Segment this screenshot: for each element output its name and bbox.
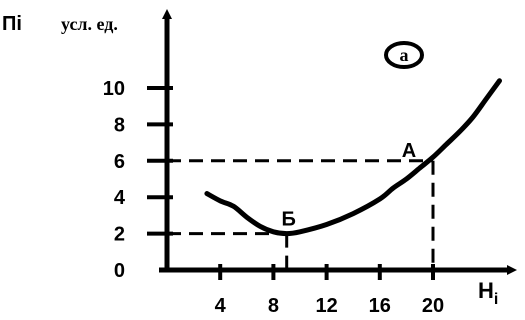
x-tick-label: 8 [268, 295, 279, 317]
y-axis-unit: усл. ед. [61, 14, 118, 34]
y-tick-label: 2 [114, 224, 125, 246]
point-label-a: А [402, 140, 416, 162]
x-tick-label: 20 [422, 295, 444, 317]
y-tick-label: 10 [103, 78, 125, 100]
y-axis-label: Пі [2, 13, 22, 35]
y-tick-label: 8 [114, 114, 125, 136]
x-axis-label: Ні [478, 278, 498, 308]
panel-label: а [400, 45, 409, 65]
point-label-b: Б [282, 209, 296, 231]
x-tick-label: 16 [369, 295, 391, 317]
y-tick-label: 0 [114, 260, 125, 282]
series-line [204, 78, 502, 237]
y-tick-label: 6 [114, 151, 125, 173]
x-tick-label: 12 [315, 295, 337, 317]
x-tick-label: 4 [215, 295, 227, 317]
panel-label-ellipse [384, 41, 424, 69]
y-tick-label: 4 [114, 187, 126, 209]
